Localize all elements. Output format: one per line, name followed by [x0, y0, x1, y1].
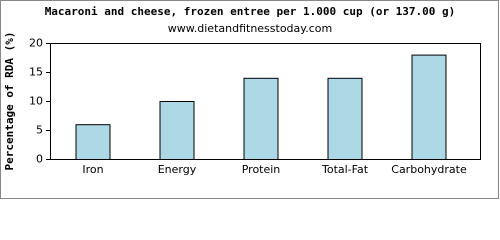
y-tick-label: 0: [36, 153, 43, 166]
x-tick-label: Energy: [158, 163, 197, 176]
y-tick-label: 10: [29, 95, 43, 108]
bar: [327, 77, 363, 160]
bar: [159, 101, 195, 160]
bar: [243, 77, 279, 160]
y-tick-label: 20: [29, 37, 43, 50]
x-tick-label: Carbohydrate: [391, 163, 467, 176]
chart-subtitle: www.dietandfitnesstoday.com: [168, 22, 332, 35]
chart: Macaroni and cheese, frozen entree per 1…: [0, 0, 499, 199]
x-tick-label: Iron: [82, 163, 103, 176]
bar: [411, 54, 447, 160]
y-tick-label: 5: [36, 124, 43, 137]
x-tick-label: Protein: [242, 163, 281, 176]
bar: [75, 124, 111, 160]
x-tick-label: Total-Fat: [321, 163, 369, 176]
y-tick-label: 15: [29, 66, 43, 79]
y-axis-label: Percentage of RDA (%): [3, 31, 16, 170]
chart-title: Macaroni and cheese, frozen entree per 1…: [45, 5, 456, 18]
